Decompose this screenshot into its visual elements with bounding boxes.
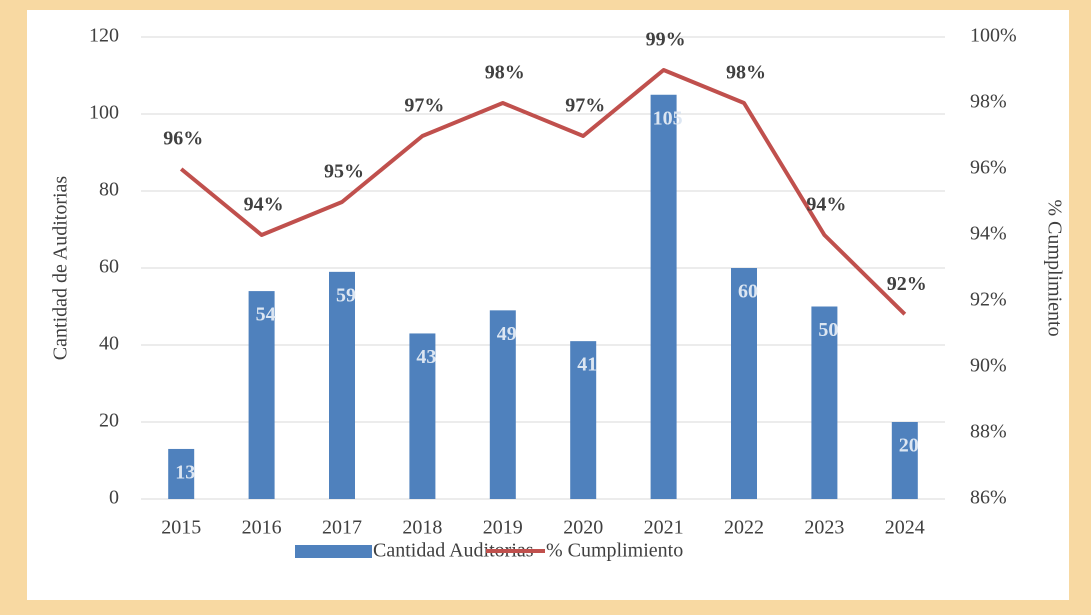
bar-value-label: 50	[818, 319, 838, 341]
y-tick-label: 40	[99, 333, 119, 355]
line-value-label: 99%	[646, 29, 686, 51]
x-tick-label: 2024	[885, 517, 925, 539]
bar-value-label: 60	[738, 281, 758, 303]
bar-value-label: 41	[577, 354, 597, 376]
x-tick-label: 2021	[644, 517, 684, 539]
line-value-label: 97%	[565, 95, 605, 117]
y-tick-label: 60	[99, 256, 119, 278]
y-tick-label: 0	[109, 487, 119, 509]
bar	[168, 448, 195, 499]
bar	[409, 333, 436, 499]
y-tick-label: 20	[99, 410, 119, 432]
line	[179, 68, 907, 316]
x-tick-label: 2023	[804, 517, 844, 539]
y-axis-label: Cantidad de Auditorias	[50, 176, 72, 361]
y2-tick-label: 92%	[970, 289, 1007, 311]
bar	[248, 291, 275, 499]
line-value-label: 94%	[244, 194, 284, 216]
y2-tick-label: 100%	[970, 25, 1017, 47]
bar	[731, 268, 757, 499]
bar	[650, 94, 677, 499]
bar	[570, 341, 597, 499]
x-tick-label: 2020	[563, 517, 603, 539]
line-value-label: 98%	[485, 62, 525, 84]
bar-value-label: 43	[416, 346, 436, 368]
y2-tick-label: 94%	[970, 223, 1007, 245]
bar-value-label: 54	[256, 304, 276, 326]
x-tick-label: 2016	[242, 517, 282, 539]
x-tick-label: 2017	[322, 517, 362, 539]
line-value-label: 94%	[806, 194, 846, 216]
bar-value-label: 105	[653, 107, 683, 129]
line-value-label: 96%	[163, 128, 203, 150]
legend-swatch	[295, 545, 372, 558]
y-tick-label: 80	[99, 179, 119, 201]
y2-tick-label: 98%	[970, 91, 1007, 113]
x-tick-label: 2019	[483, 517, 523, 539]
line-value-label: 92%	[887, 273, 927, 295]
y2-tick-label: 96%	[970, 157, 1007, 179]
y-tick-label: 120	[89, 25, 119, 47]
bar	[329, 271, 355, 499]
bar-value-label: 49	[497, 323, 517, 345]
x-tick-label: 2018	[402, 517, 442, 539]
y2-tick-label: 86%	[970, 487, 1007, 509]
bar	[811, 306, 838, 499]
y2-axis-label: % Cumplimiento	[1043, 199, 1065, 336]
line-value-label: 95%	[324, 161, 364, 183]
bar	[489, 310, 516, 499]
bar-value-label: 20	[899, 435, 919, 457]
x-tick-label: 2022	[724, 517, 764, 539]
legend-label: % Cumplimiento	[546, 540, 683, 562]
legend-label: Cantidad Auditorias	[373, 540, 534, 562]
line-value-label: 98%	[726, 62, 766, 84]
bar-value-label: 13	[175, 462, 195, 484]
line-value-label: 97%	[404, 95, 444, 117]
y2-tick-label: 88%	[970, 421, 1007, 443]
chart-area	[27, 10, 1069, 600]
x-tick-label: 2015	[161, 517, 201, 539]
bar-value-label: 59	[336, 284, 356, 306]
y2-tick-label: 90%	[970, 355, 1007, 377]
bar	[891, 422, 918, 499]
y-tick-label: 100	[89, 102, 119, 124]
